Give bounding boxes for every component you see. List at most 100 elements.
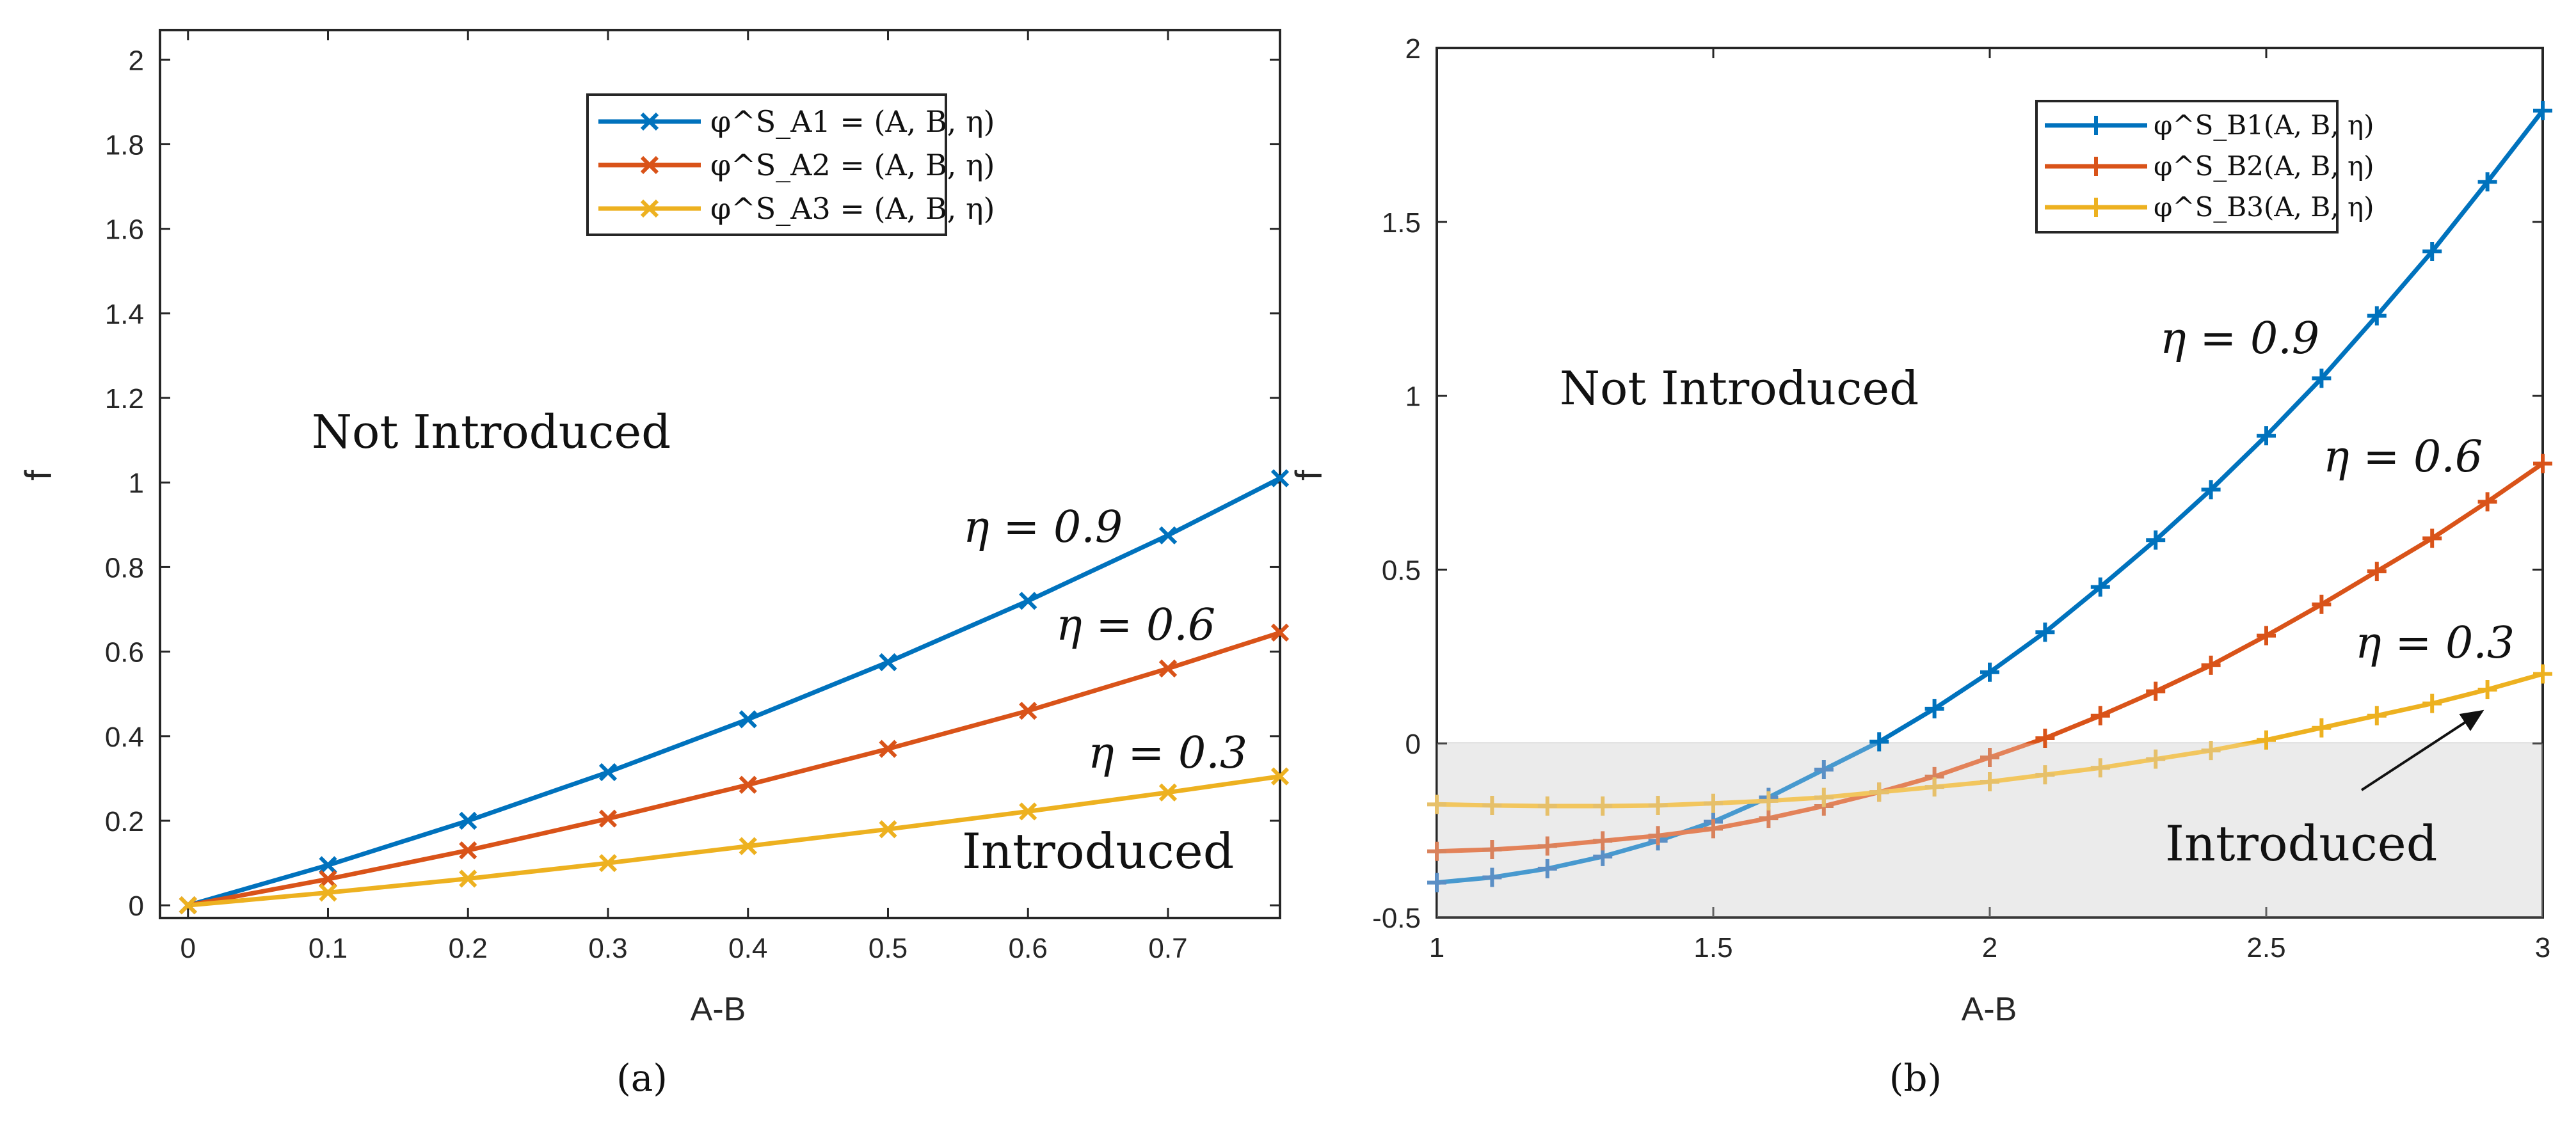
panel-b-caption: (b) bbox=[1889, 1056, 1942, 1100]
series-1-point bbox=[2533, 100, 2552, 120]
series-3-point bbox=[459, 869, 477, 888]
panel-b-ticks: 1 1.5 2 2.5 3 -0.5 0 0.5 1 1.5 2 bbox=[1372, 33, 2550, 963]
series-3-point bbox=[2312, 718, 2332, 738]
series-3-point bbox=[1427, 795, 1446, 814]
series-3-point bbox=[319, 883, 337, 902]
ytick-label: 1.5 bbox=[1382, 207, 1421, 239]
panel-b-introduced-region bbox=[1437, 742, 2543, 917]
panel-a-ylabel: f bbox=[18, 470, 60, 480]
series-2-point bbox=[1270, 623, 1290, 642]
xtick-label: 0.4 bbox=[728, 933, 767, 964]
series-1-point bbox=[2146, 530, 2166, 550]
series-2-point bbox=[1980, 747, 1999, 767]
series-3-point bbox=[879, 820, 897, 839]
series-2-point bbox=[1759, 809, 1779, 828]
series-1-point bbox=[1158, 526, 1178, 544]
panel-b-legend-entry-1: φ^S_B1(A, B, η) bbox=[2045, 109, 2374, 141]
svg-text:φ^S_B1(A, B, η): φ^S_B1(A, B, η) bbox=[2154, 109, 2374, 141]
series-3-point bbox=[2257, 730, 2276, 750]
xtick-label: 0 bbox=[180, 933, 196, 964]
series-1-point bbox=[2367, 306, 2387, 326]
panel-a-annotation-introduced: Introduced bbox=[962, 823, 1234, 880]
series-3-point bbox=[2422, 693, 2442, 713]
series-1-point bbox=[2201, 480, 2221, 500]
series-1-point bbox=[2477, 172, 2497, 192]
series-3-point bbox=[2146, 749, 2166, 769]
series-3-point bbox=[1593, 796, 1613, 816]
series-1-point bbox=[1019, 592, 1037, 610]
panel-a-legend-entry-3: φ^S_A3 = (A, B, η) bbox=[598, 191, 995, 226]
series-3-point bbox=[2035, 765, 2055, 785]
series-3-point bbox=[1980, 772, 1999, 791]
panel-b-series-markers bbox=[1427, 100, 2552, 892]
ytick-label: 1.6 bbox=[105, 214, 144, 246]
panel-a-legend-entry-1: φ^S_A1 = (A, B, η) bbox=[598, 104, 995, 139]
series-1-point bbox=[1537, 859, 1557, 878]
ytick-label: 0.6 bbox=[105, 637, 144, 669]
series-3-point bbox=[2090, 758, 2110, 778]
ytick-label: 1.8 bbox=[105, 129, 144, 161]
series-3-point bbox=[2533, 664, 2552, 684]
series-3-point bbox=[1537, 796, 1557, 816]
xtick-label: 0.1 bbox=[308, 933, 348, 964]
series-3-point bbox=[1704, 793, 1723, 813]
ytick-label: 0.2 bbox=[105, 806, 144, 837]
series-1-point bbox=[1980, 662, 1999, 682]
xtick-label: 0.5 bbox=[868, 933, 908, 964]
series-1-point bbox=[598, 763, 618, 782]
panel-b-legend: φ^S_B1(A, B, η) φ^S_B2(A, B, η) φ^S_B3(A… bbox=[2035, 100, 2374, 234]
series-2-point bbox=[598, 809, 618, 828]
series-2-point bbox=[2035, 729, 2055, 748]
series-1-point bbox=[319, 856, 337, 875]
series-1-point bbox=[1427, 873, 1446, 892]
xtick-label: 0.3 bbox=[588, 933, 627, 964]
ytick-label: 1.4 bbox=[105, 299, 144, 330]
series-3-point bbox=[2201, 741, 2221, 761]
svg-text:φ^S_A3 = (A, B, η): φ^S_A3 = (A, B, η) bbox=[710, 191, 995, 226]
ytick-label: -0.5 bbox=[1372, 903, 1421, 934]
xtick-label: 0.7 bbox=[1148, 933, 1187, 964]
series-3-point bbox=[1814, 788, 1834, 807]
series-3-point bbox=[739, 837, 757, 855]
series-1-point bbox=[1924, 699, 1944, 718]
panel-a-legend-entry-2: φ^S_A2 = (A, B, η) bbox=[598, 148, 995, 182]
series-1-point bbox=[2035, 622, 2055, 642]
series-2-point bbox=[1537, 836, 1557, 856]
xtick-label: 1 bbox=[1429, 932, 1444, 963]
series-2-point bbox=[2090, 706, 2110, 725]
svg-text:φ^S_A2 = (A, B, η): φ^S_A2 = (A, B, η) bbox=[710, 148, 995, 182]
panel-b-legend-entry-2: φ^S_B2(A, B, η) bbox=[2045, 150, 2374, 182]
ytick-label: 0 bbox=[129, 890, 144, 922]
ytick-label: 1.2 bbox=[105, 383, 144, 415]
series-2-point bbox=[1704, 819, 1723, 839]
series-1-point bbox=[2090, 577, 2110, 597]
series-1-point bbox=[739, 710, 757, 729]
series-3-point bbox=[1869, 782, 1889, 802]
xtick-label: 2.5 bbox=[2246, 932, 2285, 963]
svg-text:φ^S_A1 = (A, B, η): φ^S_A1 = (A, B, η) bbox=[710, 104, 995, 139]
panel-a-annotation-eta-0.6: η = 0.6 bbox=[1056, 600, 1215, 651]
ytick-label: 0.5 bbox=[1382, 555, 1421, 586]
series-1-point bbox=[1270, 469, 1290, 487]
series-3-point bbox=[1158, 783, 1178, 802]
series-2-point bbox=[2477, 492, 2497, 512]
series-1-point bbox=[2257, 426, 2276, 446]
series-2-point bbox=[2201, 655, 2221, 675]
series-1-point bbox=[2422, 242, 2442, 262]
panel-a-plot-frame bbox=[159, 29, 1281, 919]
series-2-point bbox=[2257, 626, 2276, 645]
panel-b-annotation-introduced: Introduced bbox=[2165, 815, 2437, 872]
panel-a-legend: φ^S_A1 = (A, B, η) φ^S_A2 = (A, B, η) φ^… bbox=[586, 93, 995, 236]
panel-b-ylabel: f bbox=[1288, 470, 1330, 480]
panel-b-introduced-arrow bbox=[2360, 709, 2484, 791]
series-3-point bbox=[1648, 795, 1668, 815]
panel-b-xlabel: A-B bbox=[1962, 991, 2017, 1028]
series-2-point bbox=[1648, 826, 1668, 846]
ytick-label: 2 bbox=[129, 45, 144, 76]
panel-a-annotation-eta-0.3: η = 0.3 bbox=[1088, 728, 1247, 779]
series-3-point bbox=[598, 853, 618, 873]
panel-a-series-markers bbox=[179, 469, 1290, 915]
series-1-point bbox=[459, 811, 477, 830]
panel-a-ticks: 0 0.1 0.2 0.3 0.4 0.5 0.6 0.7 0 0.2 0.4 0.6 0.8 1 1.2 1… bbox=[105, 30, 1280, 964]
